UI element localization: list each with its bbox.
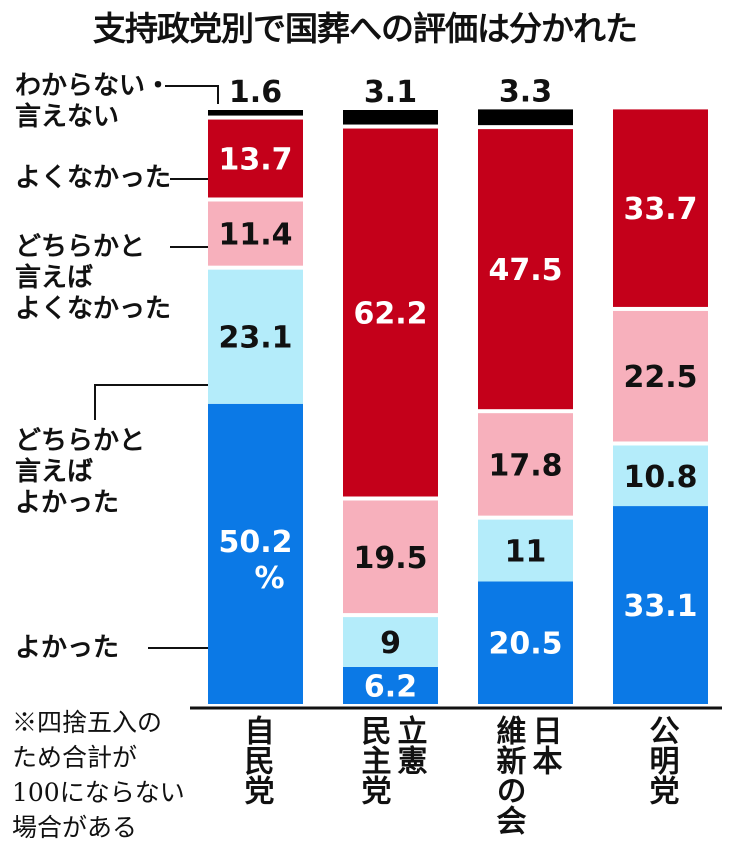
data-label: 11 bbox=[505, 535, 547, 570]
data-label: 17.8 bbox=[488, 448, 562, 483]
category-label: 立憲 民主党 bbox=[355, 715, 427, 805]
bar-segment bbox=[478, 109, 573, 126]
bar-segment bbox=[343, 666, 438, 704]
series-label: どちらかと 言えば よかった bbox=[15, 426, 145, 519]
data-label: 22.5 bbox=[623, 360, 697, 395]
bar-segment bbox=[208, 110, 303, 116]
data-label: 3.1 bbox=[364, 75, 417, 110]
leader-line bbox=[165, 85, 219, 104]
footnote-line: ※四捨五入の bbox=[12, 708, 163, 737]
series-label: よかった bbox=[15, 633, 119, 664]
bar-segment bbox=[613, 109, 708, 307]
footnote-line: 場合がある bbox=[12, 813, 138, 842]
series-label-line: よかった bbox=[15, 488, 120, 518]
bar-segment bbox=[343, 617, 438, 667]
series-label-line: 言えば bbox=[15, 457, 94, 487]
leader-line bbox=[94, 384, 208, 420]
series-label-line: 言えない bbox=[15, 102, 120, 132]
data-label: 3.3 bbox=[499, 74, 552, 109]
data-label: 6.2 bbox=[364, 669, 417, 704]
category-label-line: 民主党 bbox=[355, 715, 391, 805]
series-label-line: どちらかと bbox=[15, 232, 146, 262]
footnote: ※四捨五入の ため合計が 100にならない 場合がある bbox=[12, 705, 185, 845]
footnote-line: ため合計が bbox=[12, 743, 138, 772]
category-label-line: 公明党 bbox=[643, 715, 679, 805]
category-label: 日本 維新の会 bbox=[490, 715, 562, 835]
series-label-line: よくなかった bbox=[15, 163, 172, 193]
category-label-line: 自民党 bbox=[238, 715, 274, 805]
category-label: 自民党 bbox=[238, 715, 274, 805]
data-label: 10.8 bbox=[623, 460, 697, 495]
bar-segment bbox=[208, 201, 303, 266]
series-label: よくなかった bbox=[15, 163, 171, 194]
series-label-line: どちらかと bbox=[15, 426, 146, 456]
bar-segment bbox=[478, 519, 573, 582]
series-label: わからない・ 言えない bbox=[15, 71, 171, 133]
category-label-line: 立憲 bbox=[391, 715, 427, 775]
category-label-line: 維新の会 bbox=[490, 715, 526, 835]
bar-segment bbox=[343, 128, 438, 497]
series-label-line: わからない・ bbox=[15, 71, 172, 101]
data-label: 47.5 bbox=[488, 253, 562, 288]
bar-segment bbox=[478, 413, 573, 516]
footnote-line: 100にならない bbox=[12, 778, 185, 807]
data-label: 11.4 bbox=[218, 218, 292, 253]
data-label: 33.1 bbox=[623, 589, 697, 624]
data-label: 19.5 bbox=[353, 541, 427, 576]
series-label-line: よかった bbox=[15, 633, 120, 663]
category-label-line: 日本 bbox=[526, 715, 562, 775]
bar-segment bbox=[208, 403, 303, 704]
bar-segment bbox=[208, 119, 303, 198]
bar-segment bbox=[343, 110, 438, 125]
bar-segment bbox=[208, 269, 303, 404]
bar-segment bbox=[613, 310, 708, 442]
bar-segment bbox=[613, 506, 708, 704]
data-label: 50.2 bbox=[218, 525, 292, 560]
bar-segment bbox=[343, 500, 438, 614]
chart-title: 支持政党別で国葬への評価は分かれた bbox=[93, 9, 638, 48]
data-label: 23.1 bbox=[218, 321, 292, 356]
data-label: 1.6 bbox=[229, 75, 282, 110]
series-label-line: よくなかった bbox=[15, 294, 172, 324]
bar-segment bbox=[478, 581, 573, 704]
data-label: 62.2 bbox=[353, 297, 427, 332]
data-label: 13.7 bbox=[218, 143, 292, 178]
data-label: 33.7 bbox=[623, 192, 697, 227]
series-label: どちらかと 言えば よくなかった bbox=[15, 232, 171, 325]
bar-segment bbox=[613, 445, 708, 507]
category-label: 公明党 bbox=[643, 715, 679, 805]
data-label: 9 bbox=[380, 626, 401, 661]
series-label-line: 言えば bbox=[15, 263, 94, 293]
bar-segment bbox=[478, 129, 573, 410]
percent-marker: % bbox=[254, 561, 284, 596]
data-label: 20.5 bbox=[488, 627, 562, 662]
